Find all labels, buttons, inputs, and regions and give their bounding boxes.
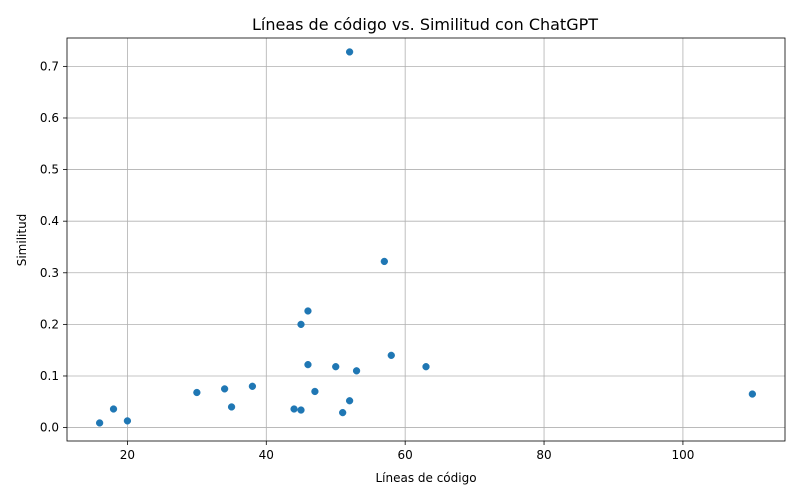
data-point: [193, 388, 201, 397]
data-point: [123, 417, 132, 425]
y-tick-label: 0.0: [40, 421, 59, 435]
x-axis-label: Líneas de código: [375, 471, 476, 485]
grid: [67, 38, 785, 441]
data-point: [332, 363, 340, 371]
data-point: [297, 320, 305, 329]
data-point: [387, 351, 395, 359]
data-point: [422, 363, 430, 371]
data-point: [748, 390, 757, 398]
x-tick-label: 60: [398, 448, 413, 462]
data-point: [304, 307, 312, 315]
y-tick-label: 0.1: [40, 369, 59, 383]
data-point: [304, 360, 312, 369]
data-point: [95, 419, 104, 427]
x-tick-label: 80: [536, 448, 551, 462]
y-axis-label: Similitud: [15, 214, 29, 267]
data-point: [227, 403, 236, 411]
data-point: [311, 387, 319, 396]
axis-ticks: 20 40 60 80 100 0.0 0.1 0.2 0.3 0.4 0.5 0.6 0.7: [40, 59, 694, 462]
data-point: [380, 257, 388, 266]
y-tick-label: 0.6: [40, 111, 59, 125]
chart-title: Líneas de código vs. Similitud con ChatG…: [252, 15, 598, 34]
y-tick-label: 0.5: [40, 163, 59, 177]
data-point: [345, 48, 354, 56]
data-points: [95, 48, 757, 427]
data-point: [352, 367, 361, 375]
y-tick-label: 0.3: [40, 266, 59, 280]
data-point: [297, 406, 305, 414]
y-tick-label: 0.2: [40, 317, 59, 331]
plot-frame: [66, 37, 786, 442]
x-tick-label: 40: [259, 448, 274, 462]
data-point: [220, 385, 229, 393]
data-point: [339, 408, 347, 417]
data-point: [109, 405, 118, 413]
data-point: [290, 405, 298, 413]
x-tick-label: 100: [671, 448, 694, 462]
x-tick-label: 20: [120, 448, 135, 462]
y-tick-label: 0.4: [40, 214, 59, 228]
y-tick-label: 0.7: [40, 59, 59, 73]
data-point: [248, 382, 257, 390]
data-point: [345, 397, 354, 405]
